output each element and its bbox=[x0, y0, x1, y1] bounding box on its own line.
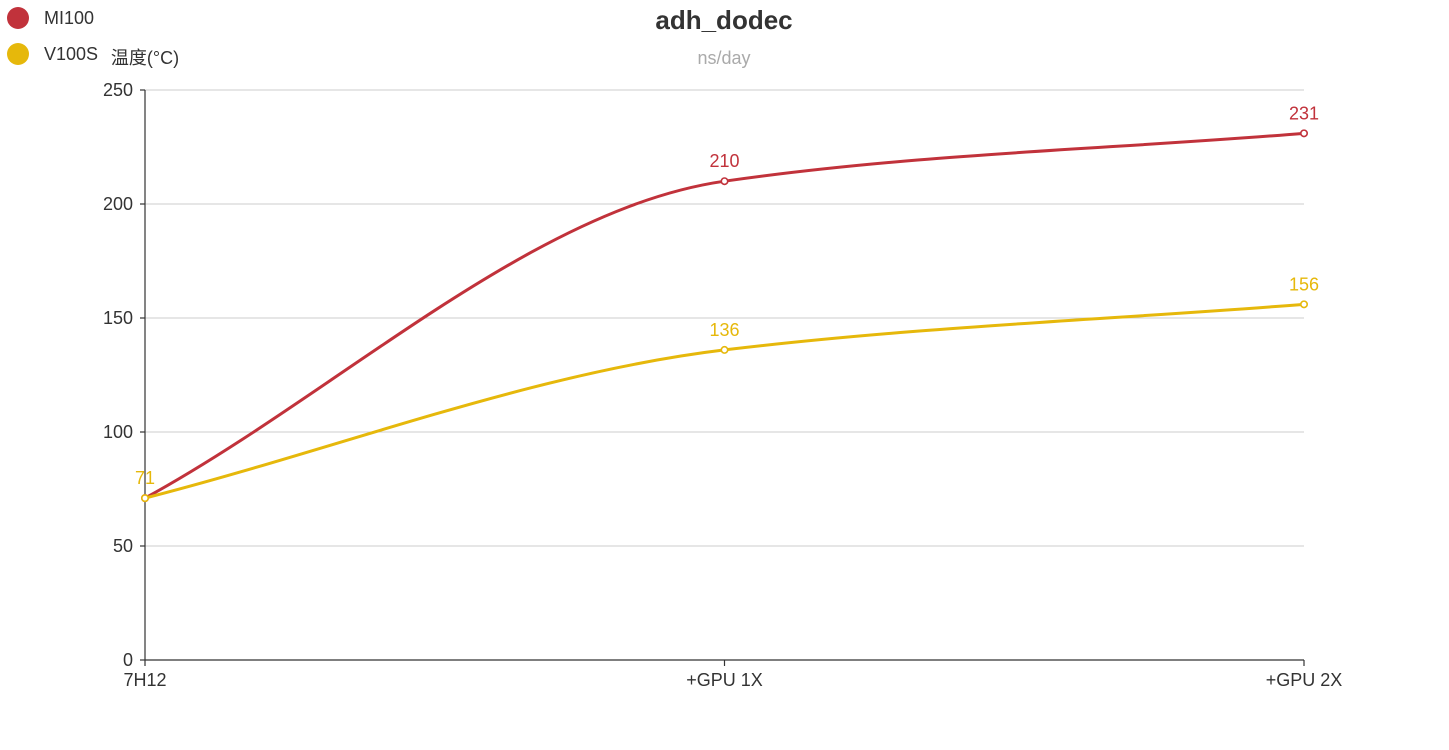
series-layer: 210 231 71 136 156 bbox=[135, 103, 1319, 503]
data-point[interactable] bbox=[720, 345, 729, 354]
legend-label: V100S bbox=[44, 44, 98, 64]
legend-item-MI100[interactable]: MI100 bbox=[7, 7, 94, 29]
data-point[interactable] bbox=[1300, 300, 1309, 309]
data-point[interactable] bbox=[720, 177, 729, 186]
x-tick-label: 7H12 bbox=[123, 670, 166, 690]
series-MI100: 210 231 bbox=[141, 103, 1319, 503]
data-label: 136 bbox=[709, 320, 739, 340]
y-tick-label: 100 bbox=[103, 422, 133, 442]
data-label: 71 bbox=[135, 468, 155, 488]
y-tick-label: 250 bbox=[103, 80, 133, 100]
legend-marker bbox=[7, 7, 29, 29]
x-tick-label: +GPU 2X bbox=[1266, 670, 1343, 690]
data-point[interactable] bbox=[141, 494, 150, 503]
legend[interactable]: MI100 V100S bbox=[7, 7, 98, 65]
y-tick-label: 50 bbox=[113, 536, 133, 556]
y-tick-label: 200 bbox=[103, 194, 133, 214]
y-axis-name: 温度(°C) bbox=[111, 48, 179, 68]
x-tick-label: +GPU 1X bbox=[686, 670, 763, 690]
series-V100S: 71 136 156 bbox=[135, 274, 1319, 503]
legend-label: MI100 bbox=[44, 8, 94, 28]
chart-title: adh_dodec bbox=[655, 5, 792, 35]
data-point[interactable] bbox=[1300, 129, 1309, 138]
chart-subtitle: ns/day bbox=[697, 48, 750, 68]
legend-marker bbox=[7, 43, 29, 65]
legend-item-V100S[interactable]: V100S bbox=[7, 43, 98, 65]
axes: 0 50 100 150 200 250 7H12 +GPU 1X +GPU 2X bbox=[103, 80, 1342, 690]
y-tick-label: 0 bbox=[123, 650, 133, 670]
y-tick-label: 150 bbox=[103, 308, 133, 328]
data-label: 231 bbox=[1289, 103, 1319, 123]
data-label: 210 bbox=[709, 151, 739, 171]
data-label: 156 bbox=[1289, 274, 1319, 294]
grid-lines bbox=[145, 89, 1304, 547]
